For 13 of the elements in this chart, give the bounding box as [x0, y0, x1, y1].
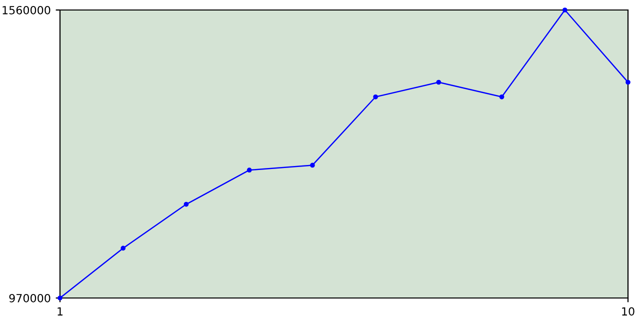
point: [310, 162, 315, 168]
y-tick-label: 1560000: [2, 6, 50, 14]
x-tick-label: 10: [622, 307, 634, 316]
point: [436, 80, 442, 85]
x-tick-label: 1: [58, 307, 63, 316]
point: [120, 246, 126, 251]
point: [246, 168, 252, 173]
point: [373, 94, 378, 100]
point: [562, 8, 568, 12]
point: [626, 80, 630, 85]
y-tick-label: 970000: [9, 294, 50, 302]
point: [499, 94, 504, 100]
point: [184, 202, 189, 207]
